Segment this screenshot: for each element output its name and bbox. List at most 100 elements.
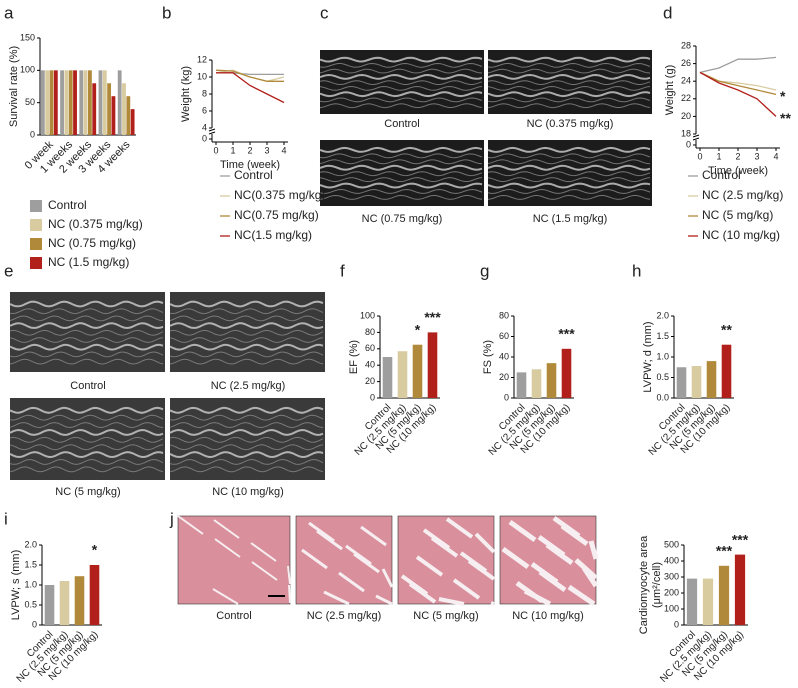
histology-gap [288,584,291,604]
x-tick-label: 1 [230,145,235,155]
histology-gap [567,584,596,607]
legend-label: NC (0.375 mg/kg) [48,217,143,231]
echo-trace [487,171,651,177]
bar [686,578,698,625]
echo-trace [169,337,324,343]
line [215,69,285,82]
bar [126,96,131,135]
bar [718,565,730,625]
legend-label: NC(1.5 mg/kg) [234,228,312,242]
significance: *** [424,309,441,325]
histology-gap [345,544,372,566]
y-tick-label: 24 [681,76,691,86]
legend-label: Control [48,198,87,212]
bar [98,70,103,135]
y-axis-label: EF (%) [348,340,360,374]
bar [102,70,107,135]
y-tick-label: 100 [664,603,679,613]
echo-trace [9,358,164,365]
histology-gap [323,590,350,606]
bar [721,344,732,398]
x-tick-label: 4 [281,145,286,155]
image-label: NC (10 mg/kg) [212,486,284,498]
panel-letter: f [340,261,345,280]
image-label: NC (10 mg/kg) [512,610,584,622]
histology-gap [538,569,567,593]
histology-gap [501,546,530,570]
legend-label: NC(0.375 mg/kg) [234,188,325,202]
histology-gap [301,548,328,570]
bar [73,70,77,135]
echo-trace [169,428,324,436]
significance: * [415,321,421,337]
echo-trace [169,451,324,459]
echo-trace [9,351,164,358]
y-tick-label: 0 [202,133,207,143]
echo-trace [9,428,164,436]
histology-gap [375,594,393,606]
echo-trace [487,153,651,159]
x-axis-label: Time (week) [220,159,280,171]
y-tick-label: 150 [20,32,35,42]
y-tick-label: 1.5 [24,559,37,569]
echo-trace [9,337,164,343]
bar [68,70,73,135]
echo-trace [319,177,483,183]
echo-trace [487,177,651,183]
echo-trace [487,182,651,189]
y-axis-label: FS (%) [482,340,494,374]
y-tick-label: 60 [365,343,375,353]
bar [702,578,714,625]
bar [546,363,557,398]
panel-letter: a [4,3,14,22]
x-axis-label: Time (week) [708,165,768,177]
image-label: NC (0.75 mg/kg) [362,213,443,225]
y-tick-label: 60 [499,331,509,341]
echo-trace [487,103,651,109]
bar [107,83,112,135]
echo-trace [169,351,324,358]
y-tick-label: 20 [499,372,509,382]
echo-trace [487,188,651,194]
bar [676,367,687,398]
echo-trace [487,159,651,165]
echo-trace [169,436,324,443]
bar [79,70,84,135]
echo-trace [169,466,324,473]
x-tick-label: 1 [716,151,721,161]
histology-gap [308,521,335,543]
echo-trace [487,146,651,153]
axis-break [692,137,700,141]
y-tick-label: 0.5 [24,599,37,609]
panel-letter: h [632,261,641,280]
echo-trace [9,444,164,451]
histology-gap [508,519,537,543]
histology-gap [353,552,380,574]
y-tick-label: 40 [499,351,509,361]
annotation: * [780,88,786,104]
histology-gap [213,519,240,539]
bar [531,369,542,398]
bar [40,70,45,135]
panel-letter: b [162,3,171,22]
legend-label: NC (10 mg/kg) [702,228,780,242]
image-label: NC (2.5 mg/kg) [211,380,286,392]
histology-gap [177,515,204,535]
echo-trace [169,406,324,414]
histology-gap [560,523,589,547]
y-axis-label: Weight (g) [664,65,676,116]
y-axis-label: LVPW; d (mm) [642,321,654,392]
bar [734,554,746,625]
y-tick-label: 22 [681,93,691,103]
y-tick-label: 0.0 [656,392,669,402]
histology-gap [214,538,241,558]
y-tick-label: 2.0 [24,539,37,549]
y-tick-label: 200 [664,587,679,597]
legend-swatch [30,238,42,250]
image-label: Control [70,380,105,392]
legend-label: Control [702,168,741,182]
histology-gap [415,555,444,577]
echo-trace [319,194,483,200]
bar [561,348,572,398]
y-tick-label: 8 [202,88,207,98]
